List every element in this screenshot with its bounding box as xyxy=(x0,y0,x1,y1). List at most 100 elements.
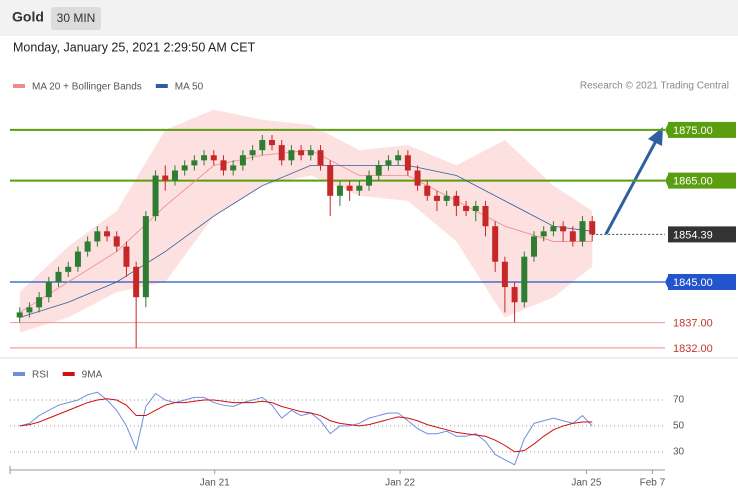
candle-body xyxy=(366,175,373,186)
candle-body xyxy=(472,205,479,212)
x-tick-label: Feb 7 xyxy=(640,478,666,489)
candle-body xyxy=(336,185,343,196)
candle-body xyxy=(201,155,208,161)
candle-body xyxy=(65,266,72,272)
level-tag xyxy=(668,172,736,189)
level-tag-point xyxy=(665,172,669,189)
candle-body xyxy=(45,281,52,298)
rsi-line xyxy=(19,391,593,466)
candle-body xyxy=(230,165,237,171)
candle-body xyxy=(16,312,23,318)
x-tick-label: Jan 22 xyxy=(385,478,415,489)
candle-body xyxy=(540,231,547,237)
candle-body xyxy=(249,150,256,156)
rsi-line xyxy=(19,398,593,453)
last-price-tag xyxy=(668,226,736,243)
level-label: 1865.00 xyxy=(673,176,713,188)
candle-body xyxy=(288,150,295,161)
level-tag xyxy=(668,273,736,290)
candle-body xyxy=(259,140,266,151)
timestamp: Monday, January 25, 2021 2:29:50 AM CET xyxy=(13,40,256,54)
candle-body xyxy=(482,205,489,227)
candle-body xyxy=(307,150,314,156)
candle-body xyxy=(269,140,275,146)
candle-body xyxy=(424,185,431,196)
level-tag-point xyxy=(665,121,669,138)
candle-body xyxy=(327,165,334,196)
candle-body xyxy=(84,241,91,252)
timeframe: 30 MIN xyxy=(57,11,96,25)
candle-body xyxy=(210,155,217,161)
candle-body xyxy=(492,226,499,262)
legend-label: MA 50 xyxy=(175,82,204,93)
candle-body xyxy=(220,160,227,171)
target-arrow xyxy=(604,138,659,235)
candle-body xyxy=(74,251,81,267)
candle-body xyxy=(375,165,382,176)
legend-swatch xyxy=(13,372,25,376)
candle-body xyxy=(133,266,140,298)
candle-body xyxy=(94,231,101,242)
candle-body xyxy=(152,175,159,217)
y-tick-label: 30 xyxy=(673,446,685,457)
candle-body xyxy=(511,287,518,303)
candle-body xyxy=(589,221,596,235)
candle-body xyxy=(569,231,576,242)
candle-body xyxy=(113,236,120,247)
candle-body xyxy=(531,236,537,257)
credit: Research © 2021 Trading Central xyxy=(580,81,729,92)
candle-body xyxy=(433,195,440,201)
candle-body xyxy=(142,216,149,298)
header-bar xyxy=(0,0,738,36)
candle-body xyxy=(191,160,198,166)
level-label: 1832.00 xyxy=(673,343,713,355)
legend-swatch xyxy=(155,84,168,88)
candle-body xyxy=(36,297,43,308)
level-label: 1845.00 xyxy=(673,277,713,289)
candle-body xyxy=(55,271,62,282)
timeframe-box xyxy=(51,7,101,30)
candle-body xyxy=(278,145,285,161)
legend-swatch xyxy=(62,372,75,376)
candle-body xyxy=(501,261,508,288)
y-tick-label: 50 xyxy=(673,421,685,432)
candle-body xyxy=(104,231,111,237)
candle-body xyxy=(346,185,353,191)
candle-body xyxy=(395,155,402,161)
candle-body xyxy=(550,226,557,232)
candle-body xyxy=(356,185,363,191)
candle-body xyxy=(298,150,305,156)
legend-label: MA 20 + Bollinger Bands xyxy=(32,82,142,93)
candle-body xyxy=(181,165,188,171)
candle-body xyxy=(123,246,130,267)
bollinger-band xyxy=(19,109,593,333)
candle-body xyxy=(404,155,411,171)
instrument: Gold xyxy=(12,9,44,25)
target-arrowhead xyxy=(648,127,663,146)
candle-body xyxy=(239,155,246,166)
candle-body xyxy=(162,175,169,181)
x-tick-label: Jan 21 xyxy=(200,478,230,489)
candle-body xyxy=(453,195,460,206)
candle-body xyxy=(579,221,586,242)
last-price-label: 1854.39 xyxy=(673,229,713,241)
level-label: 1837.00 xyxy=(673,317,713,329)
legend-label: 9MA xyxy=(82,370,103,381)
candle-body xyxy=(414,170,421,186)
level-tag-point xyxy=(665,273,669,290)
candle-body xyxy=(26,307,33,313)
candle-body xyxy=(521,256,528,303)
y-tick-label: 70 xyxy=(673,395,685,406)
candle-body xyxy=(385,160,392,166)
legend-label: RSI xyxy=(32,370,49,381)
ma-line xyxy=(19,164,593,318)
x-tick-label: Jan 25 xyxy=(571,478,601,489)
legend-swatch xyxy=(13,84,25,88)
level-label: 1875.00 xyxy=(673,125,713,137)
candle-body xyxy=(317,150,324,166)
candle-body xyxy=(463,205,470,212)
level-tag xyxy=(668,121,736,138)
candle-body xyxy=(560,226,567,232)
candle-body xyxy=(443,195,450,201)
